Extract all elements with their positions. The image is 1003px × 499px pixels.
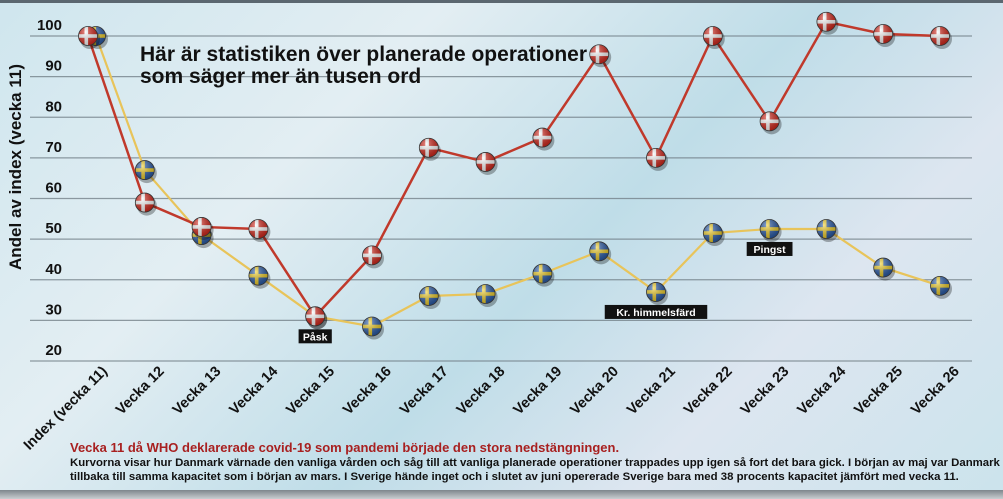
sweden-point	[134, 160, 157, 184]
caption-body: Kurvorna visar hur Danmark värnade den v…	[70, 457, 1000, 483]
chart-title: Här är statistiken över planerade operat…	[140, 43, 587, 88]
y-tick-label: 20	[45, 342, 62, 359]
sweden-point	[589, 241, 612, 265]
y-tick-label: 100	[37, 17, 62, 34]
y-tick-label: 90	[45, 58, 62, 75]
y-tick-label: 70	[45, 139, 62, 156]
marker-gloss	[248, 219, 269, 239]
marker-gloss	[930, 275, 950, 296]
y-tick-label: 40	[45, 261, 62, 278]
marker-gloss	[646, 282, 666, 302]
x-tick-label: Vecka 15	[283, 364, 338, 419]
sweden-point	[873, 257, 896, 281]
denmark-point	[759, 111, 782, 135]
marker-gloss	[646, 147, 666, 168]
denmark-point	[305, 306, 328, 330]
annotation-label: Påsk	[303, 331, 328, 343]
y-tick-label: 30	[45, 301, 62, 318]
denmark-point	[418, 137, 441, 161]
marker-gloss	[532, 127, 553, 148]
x-tick-label: Vecka 20	[567, 364, 622, 419]
marker-gloss	[816, 11, 837, 32]
sweden-line	[94, 35, 941, 328]
marker-gloss	[532, 263, 553, 284]
denmark-point	[702, 26, 725, 49]
marker-gloss	[816, 219, 837, 239]
annotation-label: Pingst	[754, 244, 787, 256]
x-tick-label: Vecka 19	[511, 364, 566, 419]
y-tick-label: 50	[45, 220, 62, 237]
denmark-point	[589, 44, 612, 68]
marker-gloss	[418, 137, 439, 158]
sweden-point	[362, 316, 384, 340]
marker-gloss	[418, 286, 439, 306]
marker-gloss	[702, 26, 723, 46]
x-tick-label: Vecka 26	[908, 364, 963, 419]
sweden-point	[816, 219, 839, 242]
marker-gloss	[78, 26, 98, 46]
marker-gloss	[248, 265, 269, 286]
marker-gloss	[362, 245, 382, 266]
x-tick-label: Vecka 21	[624, 364, 679, 419]
y-tick-label: 60	[45, 180, 62, 197]
marker-gloss	[873, 257, 894, 278]
denmark-point	[930, 26, 952, 49]
x-tick-label: Vecka 24	[795, 364, 850, 419]
sweden-point	[759, 219, 782, 242]
marker-gloss	[362, 316, 382, 337]
x-tick-label: Vecka 16	[340, 364, 395, 419]
sweden-point	[702, 223, 725, 247]
marker-gloss	[134, 192, 155, 213]
marker-gloss	[305, 306, 326, 327]
marker-gloss	[475, 284, 496, 304]
sweden-point	[646, 282, 668, 305]
marker-gloss	[930, 26, 950, 46]
denmark-point	[816, 11, 839, 35]
denmark-point	[532, 127, 555, 151]
bottom-border	[0, 490, 1003, 499]
sweden-point	[532, 263, 555, 287]
marker-gloss	[589, 241, 610, 262]
denmark-line	[86, 20, 941, 319]
marker-gloss	[702, 223, 723, 243]
denmark-point	[191, 217, 214, 240]
marker-gloss	[475, 152, 496, 172]
denmark-point	[475, 152, 498, 175]
y-tick-label: 80	[45, 98, 62, 115]
marker-gloss	[873, 24, 894, 44]
caption: Vecka 11 då WHO deklarerade covid-19 som…	[70, 440, 1000, 484]
caption-headline: Vecka 11 då WHO deklarerade covid-19 som…	[70, 440, 620, 455]
top-border	[0, 0, 1003, 3]
x-tick-label: Vecka 25	[851, 364, 906, 419]
annotation-box	[298, 329, 332, 344]
sweden-point	[930, 275, 952, 299]
x-tick-label: Vecka 18	[454, 364, 509, 419]
x-tick-label: Vecka 12	[113, 364, 168, 419]
denmark-point	[646, 147, 668, 171]
x-tick-label: Vecka 13	[170, 364, 225, 419]
x-tick-label: Vecka 22	[681, 364, 736, 419]
x-tick-label: Vecka 23	[738, 364, 793, 419]
sweden-point	[418, 286, 441, 309]
denmark-point	[78, 26, 100, 49]
denmark-point	[362, 245, 384, 269]
x-tick-label: Vecka 17	[397, 364, 452, 419]
sweden-point	[475, 284, 498, 307]
y-axis-label: Andel av index (vecka 11)	[6, 64, 25, 270]
annotation-box	[604, 304, 708, 319]
sweden-point	[248, 265, 271, 289]
x-tick-label: Vecka 14	[227, 364, 282, 419]
marker-gloss	[759, 111, 780, 132]
denmark-point	[873, 24, 896, 47]
denmark-point	[248, 219, 271, 242]
annotation-box	[746, 241, 793, 256]
marker-gloss	[191, 217, 212, 237]
annotation-label: Kr. himmelsfärd	[616, 307, 695, 319]
marker-gloss	[759, 219, 780, 239]
marker-gloss	[134, 160, 155, 180]
denmark-point	[134, 192, 157, 216]
marker-gloss	[589, 44, 610, 65]
